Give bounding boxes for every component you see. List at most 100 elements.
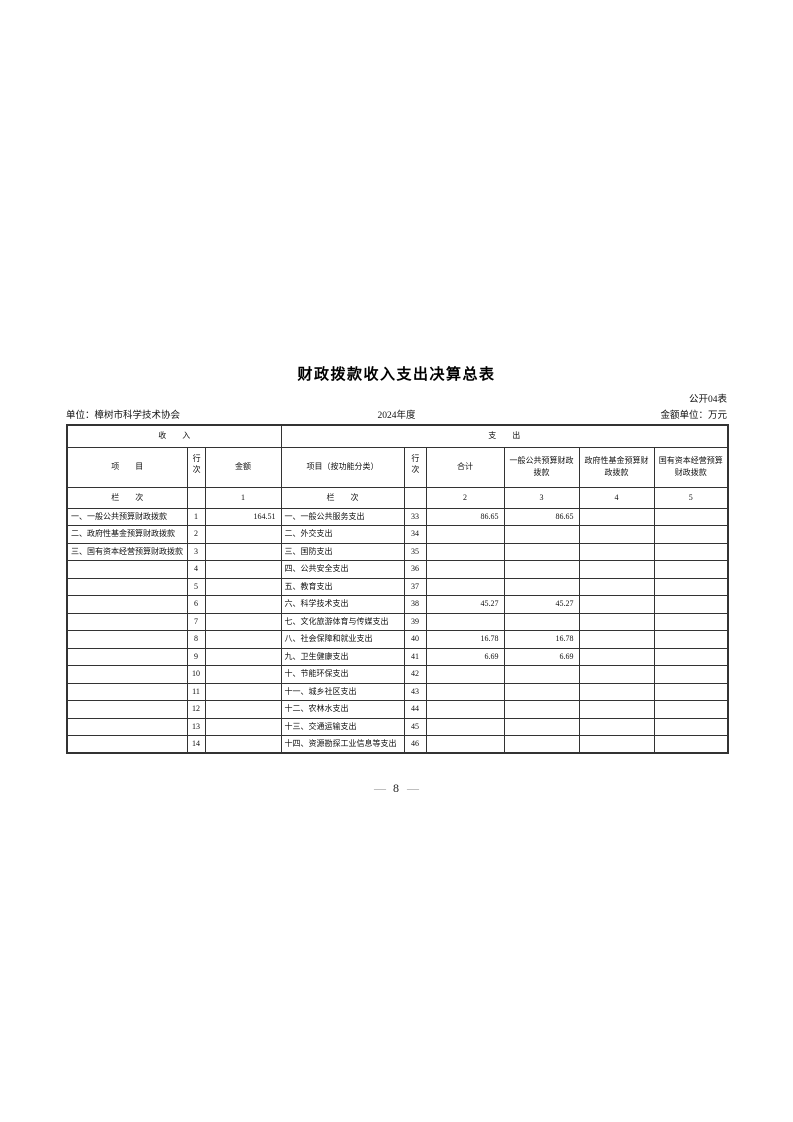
income-amount-cell [204, 682, 282, 701]
capital-index: 5 [653, 486, 729, 509]
column-header-row: 项 目 行次 金额 项目（按功能分类） 行次 合计 一般公共预算财政拨款 政府性… [66, 446, 729, 488]
page-title: 财政拨款收入支出决算总表 [297, 366, 496, 383]
column-index-row: 栏 次 1 栏 次 2 3 4 5 [66, 486, 729, 509]
expense-general-budget-cell: 16.78 [503, 630, 580, 649]
income-index-label: 栏 次 [66, 486, 188, 509]
expense-gov-fund-cell [578, 682, 655, 701]
expense-total-cell [425, 665, 505, 684]
expense-item-header: 项目（按功能分类） [280, 446, 405, 488]
expense-state-capital-cell [653, 700, 729, 719]
expense-line-cell: 44 [403, 700, 427, 719]
expense-line-cell: 42 [403, 665, 427, 684]
expense-state-capital-cell [653, 630, 729, 649]
footer-dash-left: — [374, 781, 386, 795]
income-amount-cell [204, 700, 282, 719]
table-row: 12 十二、农林水支出 44 [66, 700, 729, 719]
income-line-cell: 11 [186, 682, 206, 701]
expense-total-cell [425, 542, 505, 561]
expense-line-cell: 35 [403, 542, 427, 561]
income-amount-cell [204, 595, 282, 614]
income-line-index-cell [186, 486, 206, 509]
expense-state-capital-cell [653, 595, 729, 614]
income-item-cell: 一、一般公共预算财政拨款 [66, 507, 188, 526]
expense-gov-fund-cell [578, 560, 655, 579]
expense-item-cell: 四、公共安全支出 [280, 560, 405, 579]
expense-total-cell: 6.69 [425, 647, 505, 666]
expense-state-capital-cell [653, 507, 729, 526]
table-row: 5 五、教育支出 37 [66, 577, 729, 596]
income-amount-cell [204, 630, 282, 649]
income-item-cell [66, 647, 188, 666]
income-line-cell: 3 [186, 542, 206, 561]
total-header: 合计 [425, 446, 505, 488]
income-item-cell [66, 595, 188, 614]
expense-gov-fund-cell [578, 542, 655, 561]
expense-state-capital-cell [653, 717, 729, 736]
expense-general-budget-cell [503, 577, 580, 596]
expense-state-capital-cell [653, 665, 729, 684]
income-item-cell [66, 612, 188, 631]
expense-line-cell: 40 [403, 630, 427, 649]
income-amount-cell [204, 560, 282, 579]
expense-general-budget-cell: 6.69 [503, 647, 580, 666]
income-line-cell: 9 [186, 647, 206, 666]
expense-general-budget-cell: 86.65 [503, 507, 580, 526]
income-line-cell: 14 [186, 735, 206, 754]
expense-gov-fund-cell [578, 700, 655, 719]
income-item-cell [66, 700, 188, 719]
income-amount-header: 金额 [204, 446, 282, 488]
expense-general-budget-cell [503, 700, 580, 719]
income-amount-cell [204, 525, 282, 544]
section-header-row: 收 入 支 出 [66, 424, 729, 448]
expense-general-budget-cell [503, 525, 580, 544]
expense-total-cell [425, 700, 505, 719]
table-row: 9 九、卫生健康支出 41 6.69 6.69 [66, 647, 729, 666]
income-line-cell: 8 [186, 630, 206, 649]
expense-gov-fund-cell [578, 647, 655, 666]
expense-gov-fund-cell [578, 507, 655, 526]
income-line-cell: 1 [186, 507, 206, 526]
fund-index: 4 [578, 486, 655, 509]
expense-line-cell: 37 [403, 577, 427, 596]
expense-item-cell: 十一、城乡社区支出 [280, 682, 405, 701]
income-item-cell [66, 682, 188, 701]
expense-general-budget-cell [503, 665, 580, 684]
expense-section-header: 支 出 [280, 424, 729, 448]
expense-general-budget-cell [503, 682, 580, 701]
expense-item-cell: 十二、农林水支出 [280, 700, 405, 719]
year-label: 2024年度 [377, 411, 416, 421]
income-amount-cell [204, 665, 282, 684]
expense-gov-fund-cell [578, 735, 655, 754]
meta-row: 单位：樟树市科学技术协会 2024年度 金额单位：万元 [66, 407, 727, 421]
expense-line-cell: 41 [403, 647, 427, 666]
expense-item-cell: 十四、资源勘探工业信息等支出 [280, 735, 405, 754]
expense-state-capital-cell [653, 612, 729, 631]
table-row: 二、政府性基金预算财政拨款 2 二、外交支出 34 [66, 525, 729, 544]
expense-item-cell: 五、教育支出 [280, 577, 405, 596]
general-budget-header: 一般公共预算财政拨款 [503, 446, 580, 488]
table-row: 11 十一、城乡社区支出 43 [66, 682, 729, 701]
expense-gov-fund-cell [578, 595, 655, 614]
expense-item-cell: 八、社会保障和就业支出 [280, 630, 405, 649]
expense-line-cell: 33 [403, 507, 427, 526]
income-amount-cell [204, 612, 282, 631]
expense-general-budget-cell [503, 612, 580, 631]
expense-gov-fund-cell [578, 525, 655, 544]
income-item-cell [66, 630, 188, 649]
table-row: 三、国有资本经营预算财政拨款 3 三、国防支出 35 [66, 542, 729, 561]
page-number: 8 [393, 781, 400, 795]
income-line-cell: 2 [186, 525, 206, 544]
income-item-cell [66, 577, 188, 596]
income-item-cell: 二、政府性基金预算财政拨款 [66, 525, 188, 544]
expense-item-cell: 一、一般公共服务支出 [280, 507, 405, 526]
income-amount-cell [204, 577, 282, 596]
table-row: 13 十三、交通运输支出 45 [66, 717, 729, 736]
state-capital-header: 国有资本经营预算财政拨款 [653, 446, 729, 488]
unit-label: 单位：樟树市科学技术协会 [66, 411, 181, 421]
expense-line-header-text: 行次 [410, 454, 420, 477]
income-section-header: 收 入 [66, 424, 282, 448]
expense-total-cell [425, 717, 505, 736]
expense-line-cell: 43 [403, 682, 427, 701]
expense-item-cell: 九、卫生健康支出 [280, 647, 405, 666]
expense-state-capital-cell [653, 735, 729, 754]
